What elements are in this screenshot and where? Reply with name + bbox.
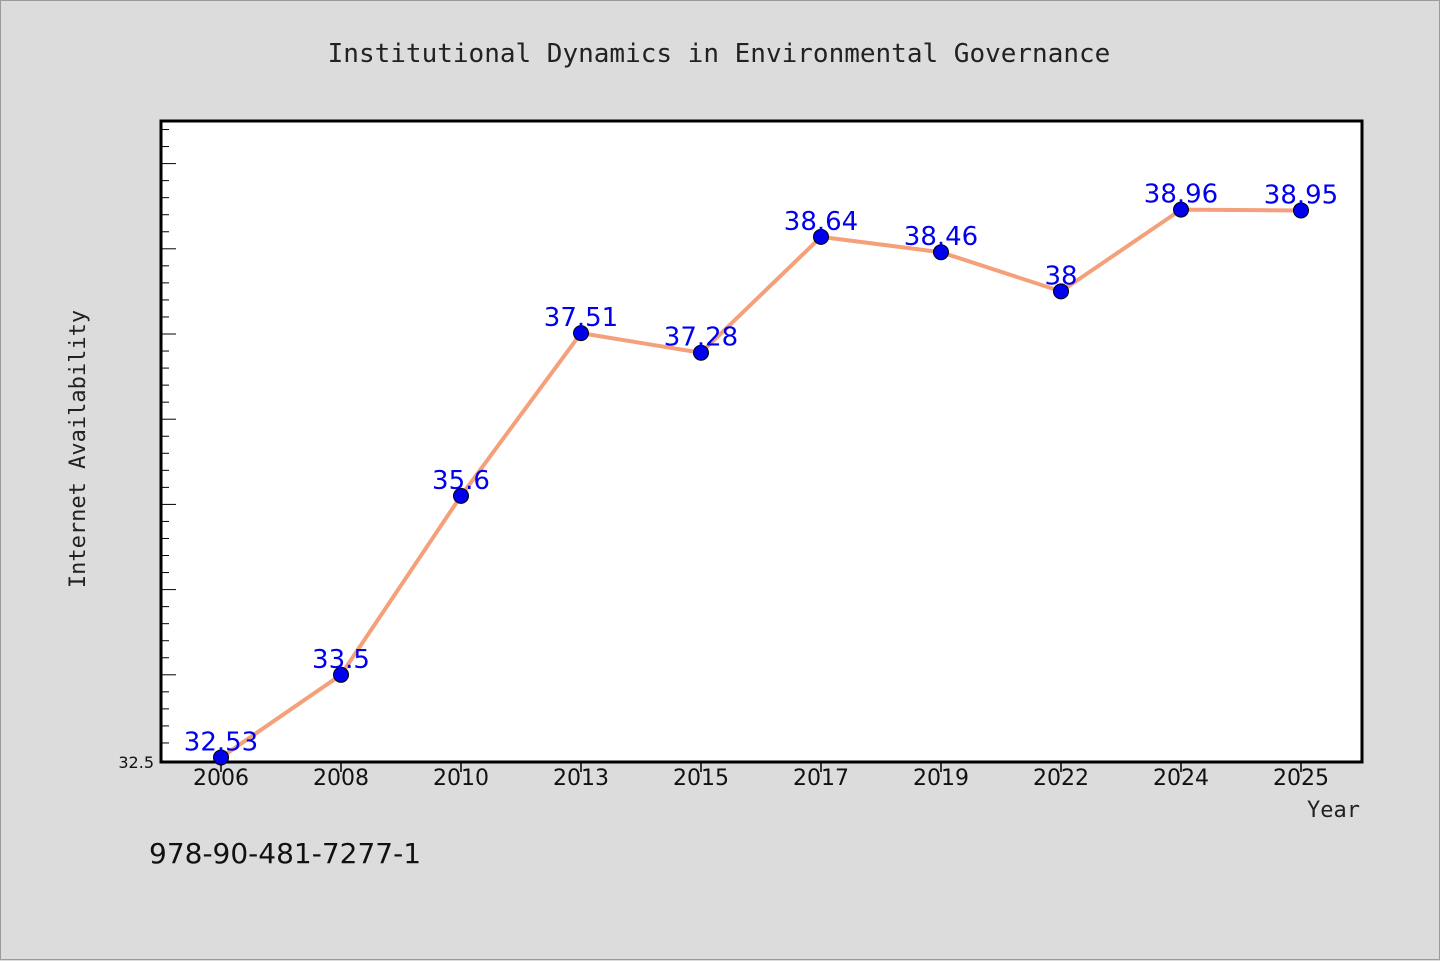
data-point	[453, 487, 469, 504]
x-tick-label: 2022	[1033, 766, 1089, 791]
data-label: 38.46	[904, 222, 978, 252]
y-axis-label: Internet Availability	[66, 310, 91, 588]
data-point	[1173, 201, 1189, 218]
data-point	[213, 749, 229, 766]
data-label: 37.51	[544, 303, 618, 333]
data-label: 32.53	[184, 727, 258, 757]
isbn-text: 978-90-481-7277-1	[149, 837, 421, 870]
x-tick-label: 2019	[913, 766, 969, 791]
series-line	[219, 207, 1302, 760]
data-markers	[213, 201, 1309, 766]
chart-title: Institutional Dynamics in Environmental …	[328, 39, 1111, 69]
data-label: 38	[1044, 261, 1077, 291]
x-tick-label: 2006	[193, 766, 249, 791]
x-tick-label: 2010	[433, 766, 489, 791]
data-label: 33.5	[312, 645, 370, 675]
plot-area	[159, 119, 1364, 764]
y-minor-ticks	[161, 129, 176, 744]
x-tick-label: 2013	[553, 766, 609, 791]
x-axis-label: Year	[1307, 798, 1360, 823]
x-ticks: 2006 2008 2010 2013 2015 2017 2019 2022 2024 2025	[193, 762, 1329, 791]
x-tick-label: 2008	[313, 766, 369, 791]
data-point	[333, 666, 349, 683]
data-point	[933, 244, 949, 261]
data-label: 38.95	[1264, 180, 1338, 210]
data-point	[1053, 283, 1069, 300]
x-tick-label: 2015	[673, 766, 729, 791]
data-label: 38.96	[1144, 180, 1218, 210]
data-point	[813, 228, 829, 245]
x-tick-label: 2024	[1153, 766, 1209, 791]
data-label: 35.6	[432, 466, 490, 496]
y-tick-label: 32.5	[118, 753, 154, 772]
data-label: 37.28	[664, 323, 738, 353]
data-point	[693, 344, 709, 361]
data-label: 38.64	[784, 207, 858, 237]
data-point	[1293, 202, 1309, 219]
data-labels: 32.53 33.5 35.6 37.51 37.28 38.64 38.46 38 38.96…	[184, 180, 1338, 758]
x-tick-label: 2017	[793, 766, 849, 791]
x-tick-label: 2025	[1273, 766, 1329, 791]
data-point	[573, 325, 589, 342]
